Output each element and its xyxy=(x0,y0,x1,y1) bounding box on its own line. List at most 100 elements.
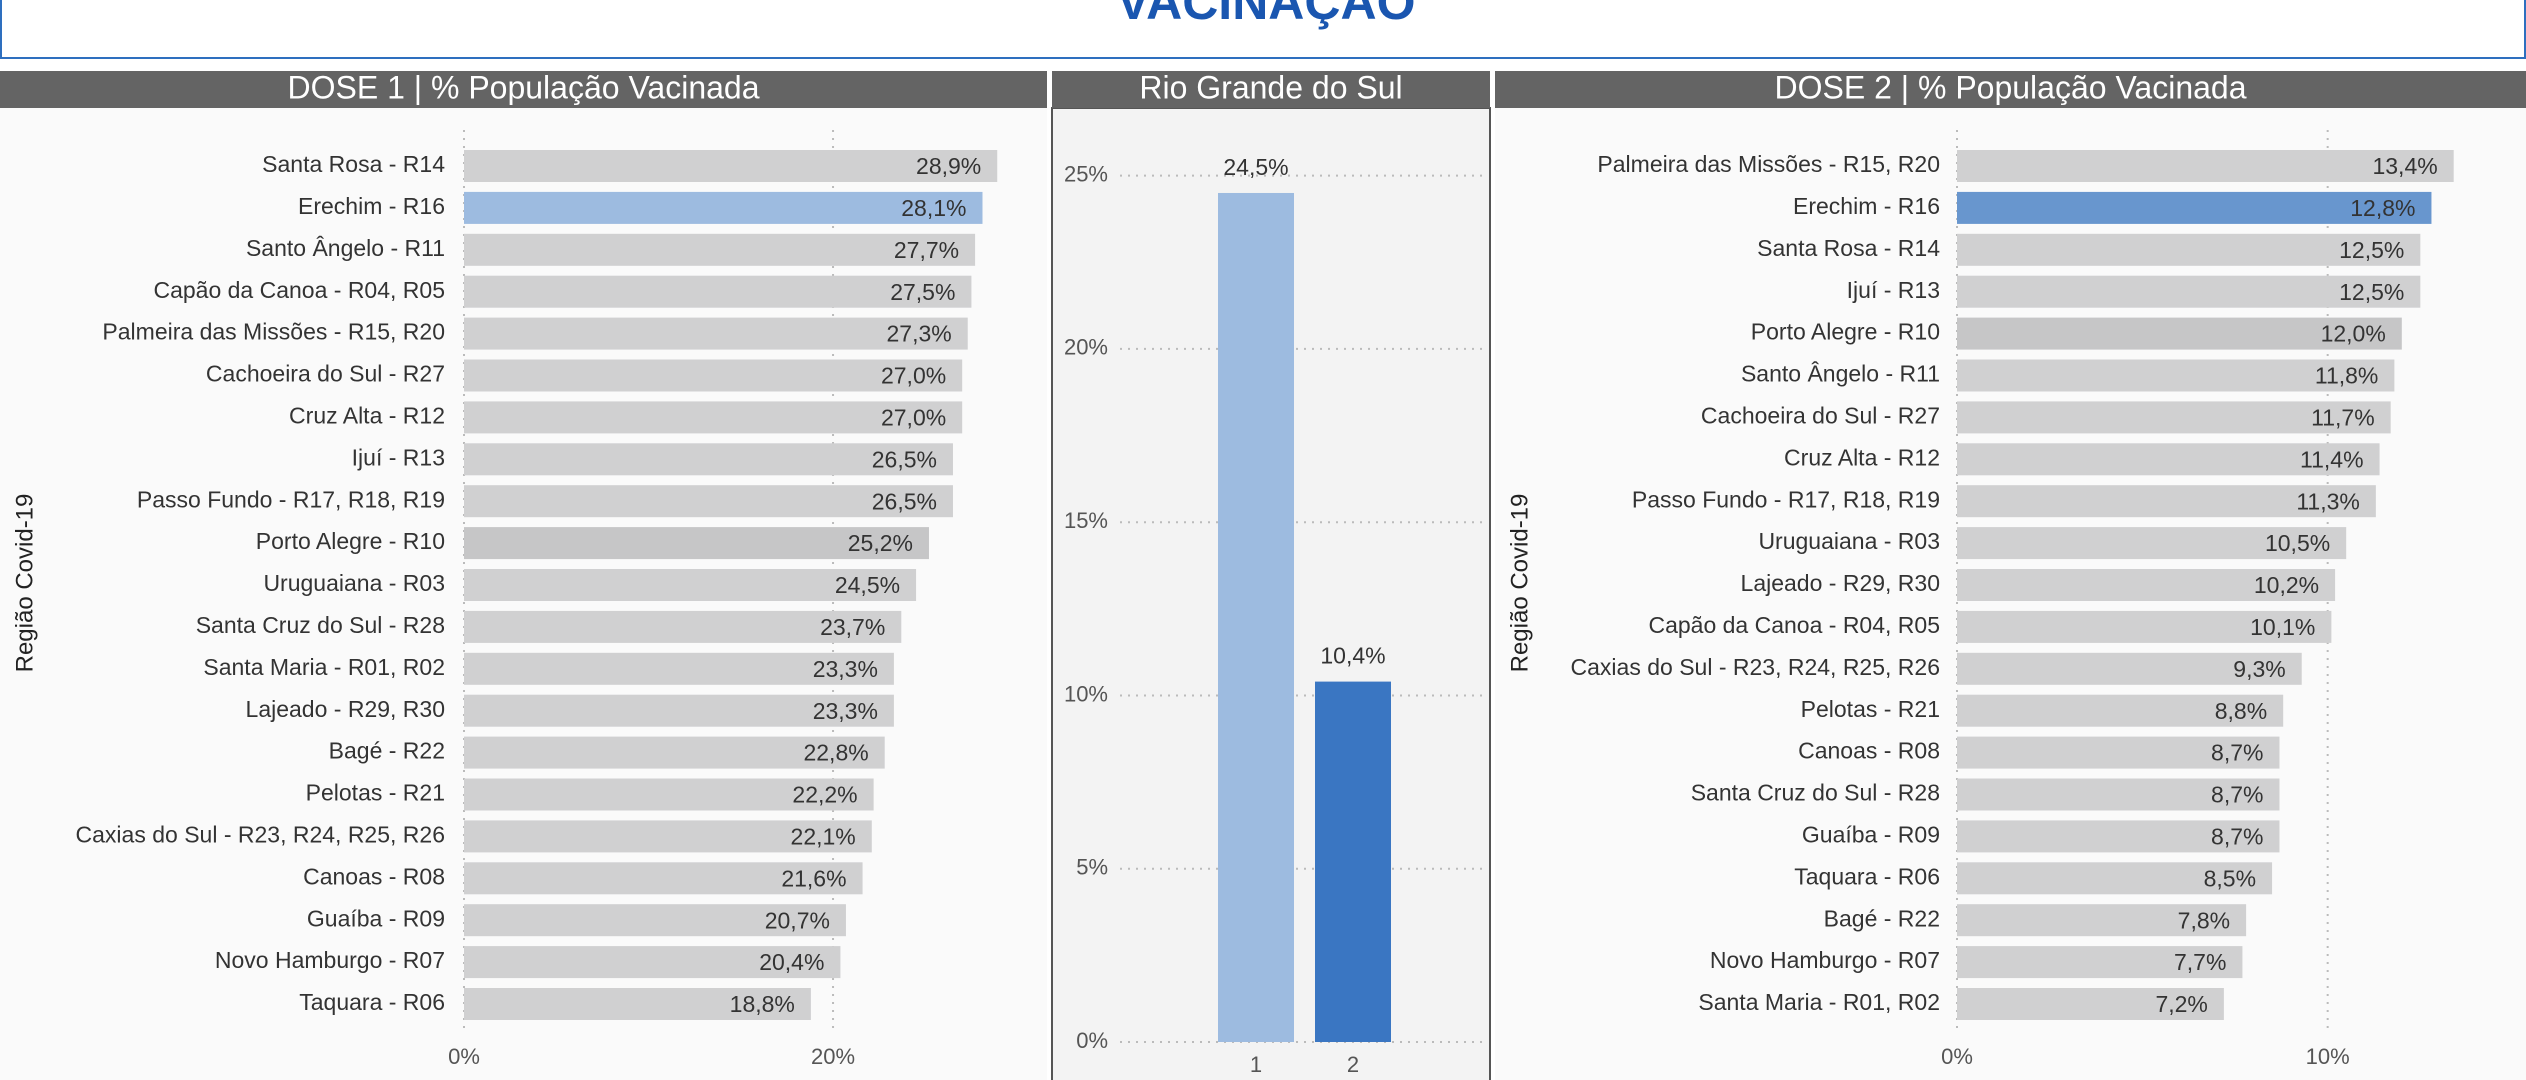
category-label: Bagé - R22 xyxy=(1824,905,1940,931)
category-label: Caxias do Sul - R23, R24, R25, R26 xyxy=(1571,654,1940,680)
category-label: Santa Maria - R01, R02 xyxy=(203,654,445,680)
value-label: 10,5% xyxy=(2265,530,2330,556)
bar xyxy=(464,820,872,853)
value-label: 11,7% xyxy=(2311,404,2375,430)
value-label: 27,0% xyxy=(881,363,946,389)
value-label: 22,1% xyxy=(791,823,856,849)
y-tick-label: 25% xyxy=(1064,161,1108,186)
value-label: 12,5% xyxy=(2339,237,2404,263)
value-label: 7,2% xyxy=(2155,991,2207,1017)
category-label: Passo Fundo - R17, R18, R19 xyxy=(1632,486,1940,512)
x-tick-label: 10% xyxy=(2306,1044,2350,1069)
bar xyxy=(464,527,929,560)
bar xyxy=(464,401,963,434)
bar xyxy=(1957,401,2391,434)
value-label: 24,5% xyxy=(835,572,900,598)
y-tick-label: 20% xyxy=(1064,335,1108,360)
bar xyxy=(464,778,874,811)
bar xyxy=(464,150,998,182)
bar xyxy=(1957,862,2273,895)
category-label: Santa Cruz do Sul - R28 xyxy=(1691,780,1940,806)
bar xyxy=(464,191,983,224)
x-tick-label: 0% xyxy=(448,1044,480,1069)
value-label: 11,3% xyxy=(2296,488,2360,514)
bar xyxy=(464,736,885,769)
category-label: Porto Alegre - R10 xyxy=(1751,319,1940,345)
category-label: Palmeira das Missões - R15, R20 xyxy=(1597,151,1940,177)
category-label: Capão da Canoa - R04, R05 xyxy=(153,277,445,303)
value-label: 28,1% xyxy=(901,195,966,221)
bar xyxy=(1957,443,2380,476)
chart-title: DOSE 1 | % População Vacinada xyxy=(288,69,760,105)
bar xyxy=(1957,820,2280,853)
value-label: 8,8% xyxy=(2215,698,2267,724)
panel-header xyxy=(1495,71,2526,108)
category-label: Lajeado - R29, R30 xyxy=(1741,570,1940,596)
bar xyxy=(464,694,894,727)
bar xyxy=(464,359,963,392)
category-label: Lajeado - R29, R30 xyxy=(246,696,445,722)
category-label: Cachoeira do Sul - R27 xyxy=(1701,402,1940,428)
bar xyxy=(464,862,863,895)
bar xyxy=(1315,681,1391,1042)
category-label: Taquara - R06 xyxy=(299,989,445,1015)
value-label: 26,5% xyxy=(872,488,937,514)
x-tick-label: 2 xyxy=(1347,1052,1359,1077)
panel-header xyxy=(1052,71,1490,108)
value-label: 7,8% xyxy=(2178,907,2230,933)
category-label: Erechim - R16 xyxy=(1793,193,1940,219)
x-tick-label: 20% xyxy=(811,1044,855,1069)
category-label: Guaíba - R09 xyxy=(1802,821,1940,847)
category-label: Porto Alegre - R10 xyxy=(256,528,445,554)
y-tick-label: 5% xyxy=(1076,855,1108,880)
bar xyxy=(1957,946,2243,979)
value-label: 9,3% xyxy=(2233,656,2285,682)
value-label: 11,4% xyxy=(2300,446,2364,472)
category-label: Passo Fundo - R17, R18, R19 xyxy=(137,486,445,512)
value-label: 27,5% xyxy=(890,279,955,305)
category-label: Cruz Alta - R12 xyxy=(289,402,445,428)
bar xyxy=(1957,988,2224,1020)
value-label: 13,4% xyxy=(2372,153,2437,179)
bar xyxy=(464,233,976,266)
bar xyxy=(464,317,968,350)
value-label: 21,6% xyxy=(781,865,846,891)
value-label: 23,7% xyxy=(820,614,885,640)
value-label: 12,0% xyxy=(2321,321,2386,347)
bar xyxy=(1957,694,2284,727)
bar xyxy=(1957,610,2332,643)
category-label: Cachoeira do Sul - R27 xyxy=(206,361,445,387)
category-label: Ijuí - R13 xyxy=(1847,277,1940,303)
category-label: Santo Ângelo - R11 xyxy=(246,235,445,261)
bar xyxy=(1957,150,2454,182)
x-tick-label: 1 xyxy=(1250,1052,1262,1077)
category-label: Santa Maria - R01, R02 xyxy=(1698,989,1940,1015)
value-label: 20,4% xyxy=(759,949,824,975)
category-label: Canoas - R08 xyxy=(1798,738,1940,764)
x-tick-label: 0% xyxy=(1941,1044,1973,1069)
category-label: Santa Rosa - R14 xyxy=(1757,235,1940,261)
value-label: 26,5% xyxy=(872,446,937,472)
value-label: 8,5% xyxy=(2204,865,2256,891)
bar xyxy=(464,443,953,476)
y-axis-title: Região Covid-19 xyxy=(1506,494,1533,673)
category-label: Ijuí - R13 xyxy=(352,444,445,470)
value-label: 27,3% xyxy=(887,321,952,347)
category-label: Cruz Alta - R12 xyxy=(1784,444,1940,470)
category-label: Bagé - R22 xyxy=(329,738,445,764)
value-label: 10,4% xyxy=(1320,643,1385,669)
value-label: 27,7% xyxy=(894,237,959,263)
y-tick-label: 0% xyxy=(1076,1028,1108,1053)
value-label: 8,7% xyxy=(2211,740,2263,766)
value-label: 25,2% xyxy=(848,530,913,556)
bar xyxy=(1957,317,2402,350)
y-tick-label: 10% xyxy=(1064,681,1108,706)
value-label: 23,3% xyxy=(813,698,878,724)
value-label: 7,7% xyxy=(2174,949,2226,975)
bar xyxy=(1957,569,2336,601)
category-label: Palmeira das Missões - R15, R20 xyxy=(102,319,445,345)
page-title: VACINAÇÃO xyxy=(1116,0,1415,30)
bar xyxy=(1957,485,2376,518)
bar xyxy=(1957,652,2302,685)
